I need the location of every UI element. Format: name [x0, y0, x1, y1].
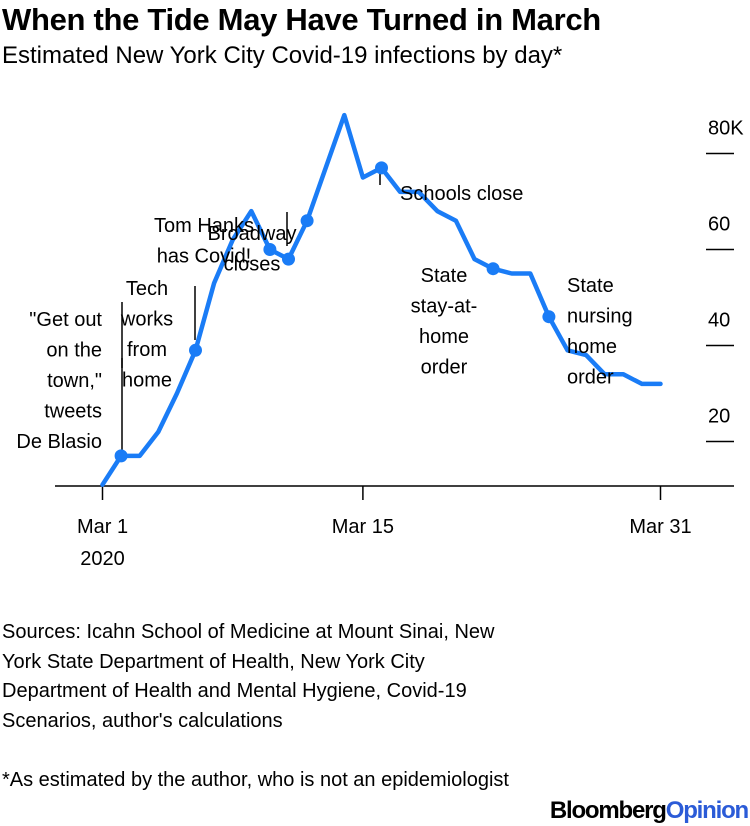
y-tick-label: 60: [708, 214, 730, 236]
chart-title: When the Tide May Have Turned in March: [2, 2, 601, 37]
annotation-line: "Get out: [29, 309, 102, 331]
line-chart: 20 40 60 80K Mar 1 2020 Mar 15 Mar 31 "Get out…: [16, 112, 744, 570]
event-marker: [542, 310, 556, 324]
annotation-line: town,": [47, 370, 102, 392]
event-annotation: Tech works from home: [120, 278, 173, 392]
annotation-line: has Covid!: [157, 246, 252, 268]
chart-subtitle: Estimated New York City Covid-19 infecti…: [2, 42, 563, 69]
annotation-line: order: [567, 367, 614, 389]
brand-opinion: Opinion: [665, 797, 749, 824]
brand-logo: BloombergOpinion: [549, 797, 749, 825]
x-tick-sublabel: 2020: [80, 548, 125, 570]
annotation-line: tweets: [44, 401, 102, 423]
y-axis: 20 40 60 80K: [706, 118, 744, 443]
footnote: *As estimated by the author, who is not …: [2, 769, 509, 791]
event-annotation: Schools close: [400, 183, 523, 205]
x-tick-label: Mar 15: [332, 516, 394, 538]
y-tick-label: 20: [708, 406, 730, 428]
annotation-line: nursing: [567, 306, 633, 328]
y-tick-label: 80K: [708, 118, 744, 140]
annotation-line: State: [421, 265, 468, 287]
event-annotation: State stay-at-home order: [411, 265, 478, 379]
event-annotation: State nursing home order: [567, 275, 633, 389]
annotation-line: Tech: [126, 278, 168, 300]
annotation-line: from: [127, 339, 167, 361]
annotation-line: order: [421, 357, 468, 379]
y-tick-label: 40: [708, 310, 730, 332]
annotation-line: home: [567, 336, 617, 358]
annotation-line: stay-at-: [411, 296, 478, 318]
event-annotation: Broadway closes: [208, 223, 297, 276]
annotation-line: State: [567, 275, 614, 297]
sources-note: Sources: Icahn School of Medicine at Mou…: [2, 621, 495, 732]
annotation-line: closes: [224, 254, 281, 276]
x-tick-label: Mar 1: [77, 516, 128, 538]
event-marker: [486, 262, 500, 276]
brand-bloomberg: Bloomberg: [549, 797, 667, 824]
annotation-line: on the: [46, 340, 102, 362]
annotation-line: Broadway: [208, 223, 297, 245]
annotation-line: Tom Hanks: [154, 215, 254, 237]
x-tick-label: Mar 31: [629, 516, 691, 538]
event-marker: [375, 161, 388, 175]
event-marker: [282, 252, 295, 266]
annotation-line: works: [120, 309, 173, 331]
annotation-line: home: [122, 370, 172, 392]
annotations: "Get out on the town," tweets De Blasio Tech w…: [16, 183, 632, 453]
annotation-line: home: [419, 326, 469, 348]
event-annotation: "Get out on the town," tweets De Blasio: [16, 309, 102, 453]
event-marker: [263, 243, 277, 256]
event-annotation: Tom Hanks has Covid!: [154, 215, 254, 268]
series-infections: [100, 112, 663, 487]
event-marker: [300, 214, 314, 228]
x-axis: Mar 1 2020 Mar 15 Mar 31: [55, 485, 734, 570]
annotation-line: De Blasio: [16, 431, 102, 453]
event-marker: [189, 343, 202, 357]
event-marker: [114, 449, 128, 463]
annotation-line: Schools close: [400, 183, 523, 205]
